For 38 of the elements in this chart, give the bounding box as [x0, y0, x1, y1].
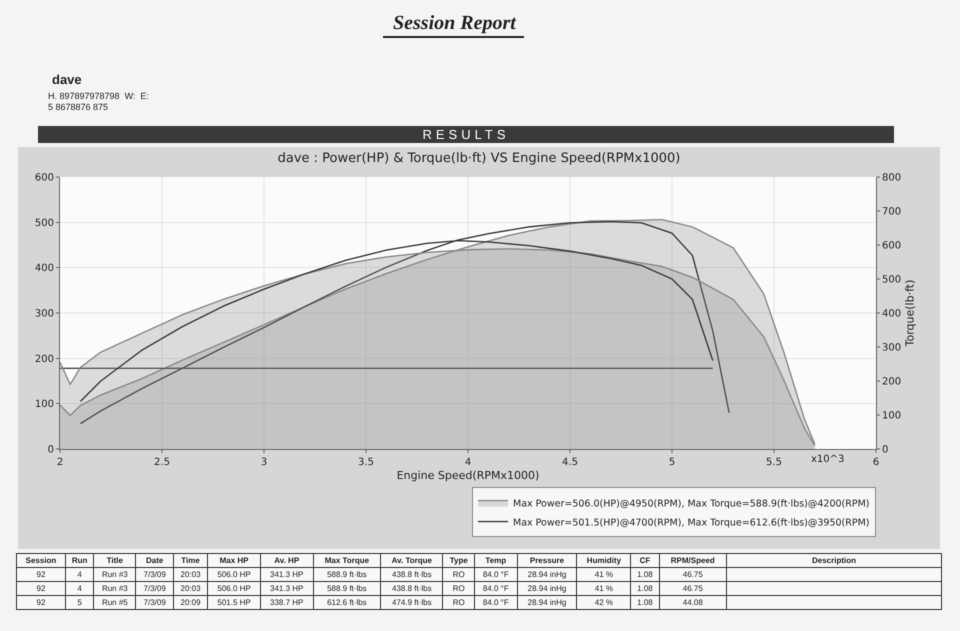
x-tick-label: 6	[872, 457, 880, 468]
text: H. 897897978798 W: E:	[48, 91, 149, 101]
x-tick-label: 2.5	[154, 457, 170, 468]
x-tick-label: 4	[464, 457, 472, 468]
text: dave	[52, 72, 82, 87]
line-series	[80, 220, 730, 424]
y2-tick-label: 600	[882, 240, 902, 252]
y2-tick-label: 100	[882, 410, 902, 422]
x-tick-label: 5.5	[766, 457, 782, 468]
legend-label: Max Power=506.0(HP)@4950(RPM), Max Torque=588.9(ft·lbs)@4200(RPM)	[513, 498, 870, 510]
results-table: Session Run Title Date Time Max HP Av. HP Max Torque Av. Torque Type Temp Pressure Humidity CF RPM/Speed Description 92 4 Run #3 7/3/09 20:03 506.0 HP 341.3 HP 588.9 ft·lbs 438.8 ft·lbs RO 84.0 °F 28.94 inHg 41 % 1.08 46.75 92 4 Run #3 7/3/09 20:03 506.0 HP 341.3 HP 588.9 ft·lbs 438.8 ft·lbs RO 84.0 °F 28.94 inHg 41 % 1.08 46.75 92 5 Run #5 7/3/09 20:09 501.5 HP 338.7 HP 612.6 ft·lbs 474.9 ft·lbs RO 84.0 °F 28.94 inHg 42 % 1.08 44.08	[16, 553, 942, 610]
x-tick-label: 3.5	[358, 457, 374, 468]
y-tick-label: 300	[34, 308, 54, 320]
y2-tick-label: 800	[882, 172, 902, 184]
y-tick-label: 200	[34, 354, 54, 365]
x-tick-label: 4.5	[562, 457, 578, 468]
section-banner: RESULTS	[38, 126, 894, 143]
x-tick-label: 3	[260, 457, 268, 468]
y-tick-label: 500	[34, 218, 54, 229]
y2-tick-label: 300	[882, 342, 902, 354]
y2-tick-label: 0	[882, 444, 888, 456]
y-tick-label: 600	[34, 172, 54, 184]
y2-tick-label: 200	[882, 376, 902, 388]
text: x10^3	[811, 454, 844, 465]
legend-label: Max Power=501.5(HP)@4700(RPM), Max Torque=612.6(ft·lbs)@3950(RPM)	[513, 517, 870, 528]
y2-axis-title: Torque(lb·ft)	[904, 280, 916, 348]
y-tick-label: 0	[48, 444, 54, 456]
y2-tick-label: 400	[882, 308, 902, 320]
y2-tick-label: 700	[882, 206, 902, 218]
text: Session Report	[383, 12, 524, 38]
x-tick-label: 2	[56, 457, 64, 468]
x-tick-label: 5	[668, 457, 676, 468]
y-tick-label: 400	[34, 263, 54, 274]
text: 5 8678876 875	[48, 102, 108, 112]
y-tick-label: 100	[34, 399, 54, 410]
chart-title: dave : Power(HP) & Torque(lb·ft) VS Engine Speed(RPMx1000)	[278, 151, 680, 166]
y2-tick-label: 500	[882, 274, 902, 286]
x-axis-title: Engine Speed(RPMx1000)	[396, 469, 540, 482]
